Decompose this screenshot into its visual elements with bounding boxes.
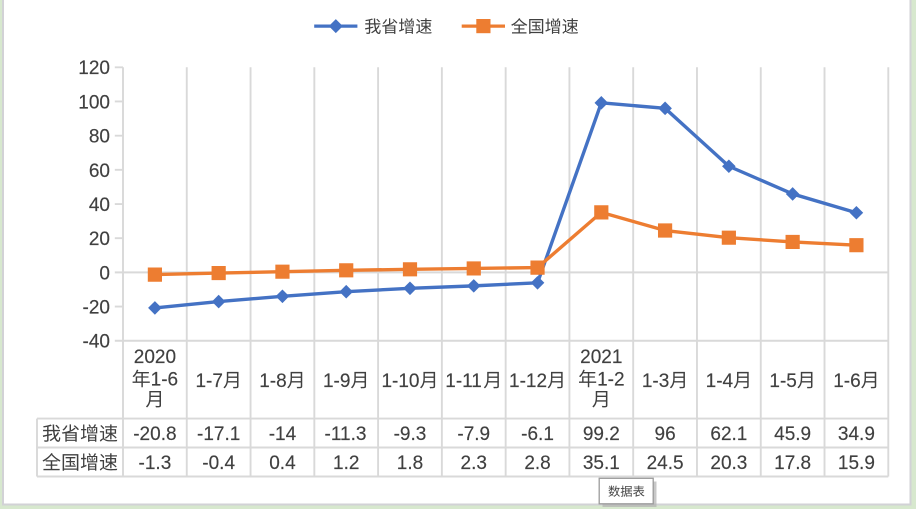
svg-text:-11.3: -11.3 [325,424,367,445]
svg-text:35.1: 35.1 [583,453,620,474]
svg-text:0.4: 0.4 [269,453,296,474]
svg-text:1-2: 1-2 [597,370,624,391]
svg-text:-6.1: -6.1 [521,424,554,445]
svg-text:17.8: 17.8 [774,453,811,474]
svg-text:1-10: 1-10 [381,371,419,392]
svg-text:1-9: 1-9 [323,371,350,392]
svg-text:-0.4: -0.4 [202,453,235,474]
svg-text:34.9: 34.9 [838,424,875,445]
svg-text:1-12: 1-12 [509,371,547,392]
svg-text:1-3: 1-3 [642,371,669,392]
svg-text:62.1: 62.1 [710,424,747,445]
svg-text:100: 100 [78,92,110,113]
svg-text:96: 96 [655,424,676,445]
svg-text:15.9: 15.9 [838,453,875,474]
svg-text:20: 20 [89,229,110,250]
svg-text:1-6: 1-6 [833,371,860,392]
svg-text:24.5: 24.5 [647,453,684,474]
svg-text:1-6: 1-6 [151,370,178,391]
svg-text:45.9: 45.9 [774,424,811,445]
svg-text:1.8: 1.8 [397,453,423,474]
svg-text:-20: -20 [83,297,110,318]
svg-text:1-7: 1-7 [195,371,222,392]
svg-text:2.8: 2.8 [524,453,550,474]
svg-text:-14: -14 [269,424,297,445]
svg-text:0: 0 [99,263,110,284]
svg-text:1.2: 1.2 [333,453,359,474]
svg-text:40: 40 [89,195,110,216]
svg-text:99.2: 99.2 [583,424,620,445]
svg-text:120: 120 [78,58,110,79]
svg-text:2.3: 2.3 [461,453,487,474]
svg-text:-40: -40 [83,332,110,353]
svg-text:-7.9: -7.9 [457,424,490,445]
svg-text:1-8: 1-8 [259,371,286,392]
svg-text:2021: 2021 [580,347,622,368]
svg-text:-17.1: -17.1 [197,424,240,445]
svg-text:1-4: 1-4 [706,371,734,392]
svg-text:60: 60 [89,161,110,182]
svg-text:1-5: 1-5 [769,371,796,392]
svg-text:20.3: 20.3 [710,453,747,474]
svg-text:-1.3: -1.3 [139,453,172,474]
svg-text:2020: 2020 [134,347,176,368]
svg-text:-9.3: -9.3 [394,424,427,445]
svg-text:1-11: 1-11 [445,371,482,392]
svg-text:80: 80 [89,127,110,148]
svg-text:-20.8: -20.8 [133,424,176,445]
